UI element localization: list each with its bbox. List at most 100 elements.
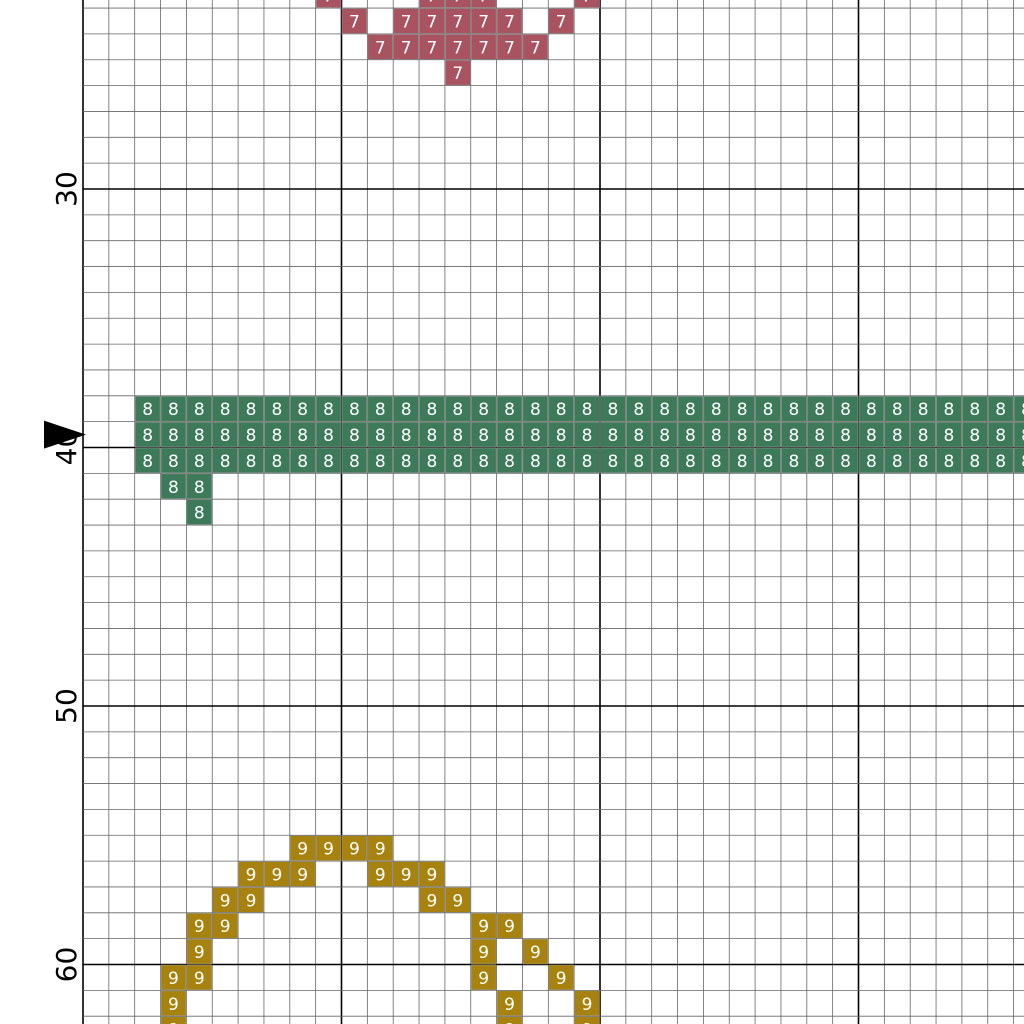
svg-text:7: 7 — [452, 0, 463, 7]
stitch-8: 8 — [574, 421, 600, 448]
svg-text:9: 9 — [220, 917, 231, 937]
svg-text:7: 7 — [375, 38, 386, 58]
stitch-7: 7 — [419, 8, 445, 34]
stitch-9: 9 — [496, 990, 523, 1016]
svg-text:7: 7 — [349, 12, 360, 32]
stitch-8: 8 — [729, 396, 755, 422]
row-marker-icon[interactable] — [44, 420, 86, 449]
svg-text:8: 8 — [246, 426, 257, 446]
stitch-8: 8 — [341, 396, 368, 422]
stitch-8: 8 — [238, 396, 264, 422]
stitch-8: 8 — [160, 473, 187, 499]
svg-text:9: 9 — [194, 969, 205, 989]
svg-text:7: 7 — [504, 12, 515, 32]
svg-text:8: 8 — [504, 400, 515, 420]
stitch-8: 8 — [962, 421, 988, 448]
stitch-8: 8 — [626, 396, 652, 422]
stitch-8: 8 — [832, 396, 859, 422]
stitch-8: 8 — [1013, 421, 1024, 448]
svg-text:8: 8 — [918, 452, 929, 472]
stitch-8: 8 — [755, 447, 781, 474]
svg-text:8: 8 — [478, 400, 489, 420]
stitch-8: 8 — [677, 447, 704, 474]
stitch-8: 8 — [600, 396, 626, 422]
svg-text:8: 8 — [427, 426, 438, 446]
stitch-7: 7 — [393, 34, 419, 60]
svg-text:8: 8 — [788, 400, 799, 420]
svg-text:8: 8 — [685, 400, 696, 420]
row-label: 50 — [50, 688, 83, 724]
stitch-8: 8 — [651, 421, 678, 448]
svg-text:8: 8 — [323, 426, 334, 446]
stitch-8: 8 — [367, 396, 393, 422]
stitch-8: 8 — [677, 421, 704, 448]
stitch-9: 9 — [290, 835, 316, 861]
stitch-8: 8 — [781, 396, 807, 422]
stitch-8: 8 — [238, 447, 264, 474]
svg-text:8: 8 — [142, 426, 153, 446]
svg-text:7: 7 — [452, 64, 463, 84]
stitch-8: 8 — [186, 396, 212, 422]
stitch-7: 7 — [522, 34, 549, 60]
stitch-8: 8 — [264, 447, 290, 474]
stitch-8: 8 — [755, 421, 781, 448]
stitch-8: 8 — [522, 421, 549, 448]
stitch-8: 8 — [496, 396, 523, 422]
svg-text:7: 7 — [478, 12, 489, 32]
stitch-8: 8 — [858, 447, 885, 474]
svg-text:8: 8 — [297, 400, 308, 420]
stitch-7: 7 — [419, 34, 445, 60]
stitch-8: 8 — [290, 421, 316, 448]
svg-text:8: 8 — [220, 452, 231, 472]
stitch-7: 7 — [496, 8, 523, 34]
svg-text:8: 8 — [944, 400, 955, 420]
svg-text:8: 8 — [840, 452, 851, 472]
svg-text:8: 8 — [349, 400, 360, 420]
svg-text:8: 8 — [763, 426, 774, 446]
stitch-9: 9 — [160, 990, 187, 1016]
stitch-7: 7 — [315, 0, 342, 8]
svg-text:8: 8 — [194, 400, 205, 420]
row-label: 60 — [50, 947, 83, 983]
stitch-8: 8 — [471, 447, 497, 474]
svg-text:7: 7 — [323, 0, 334, 7]
svg-text:8: 8 — [685, 426, 696, 446]
svg-text:8: 8 — [763, 452, 774, 472]
stitch-8: 8 — [858, 421, 885, 448]
svg-text:8: 8 — [685, 452, 696, 472]
triangle-right-marker-icon[interactable] — [44, 420, 86, 449]
stitch-7: 7 — [471, 8, 497, 34]
svg-text:8: 8 — [297, 426, 308, 446]
stitch-8: 8 — [212, 421, 238, 448]
svg-text:8: 8 — [349, 452, 360, 472]
stitch-8: 8 — [471, 421, 497, 448]
stitch-8: 8 — [677, 396, 704, 422]
svg-text:9: 9 — [427, 866, 438, 886]
stitch-8: 8 — [341, 421, 368, 448]
stitch-8: 8 — [858, 396, 885, 422]
stitch-9: 9 — [367, 861, 393, 887]
svg-text:8: 8 — [1021, 400, 1024, 420]
svg-text:8: 8 — [788, 452, 799, 472]
svg-text:8: 8 — [401, 426, 412, 446]
svg-text:8: 8 — [633, 400, 644, 420]
stitch-8: 8 — [315, 447, 342, 474]
stitch-9: 9 — [393, 861, 419, 887]
svg-text:9: 9 — [220, 891, 231, 911]
stitch-8: 8 — [393, 396, 419, 422]
stitch-8: 8 — [186, 447, 212, 474]
svg-text:9: 9 — [297, 840, 308, 860]
stitch-8: 8 — [134, 396, 161, 422]
stitch-8: 8 — [186, 421, 212, 448]
stitch-8: 8 — [703, 396, 730, 422]
svg-text:8: 8 — [142, 452, 153, 472]
svg-text:7: 7 — [504, 38, 515, 58]
svg-text:9: 9 — [504, 1021, 515, 1024]
svg-text:9: 9 — [168, 969, 179, 989]
stitch-8: 8 — [807, 421, 833, 448]
svg-text:8: 8 — [220, 426, 231, 446]
stitch-8: 8 — [160, 421, 187, 448]
stitch-7: 7 — [445, 0, 471, 8]
stitch-8: 8 — [781, 421, 807, 448]
svg-text:8: 8 — [814, 426, 825, 446]
